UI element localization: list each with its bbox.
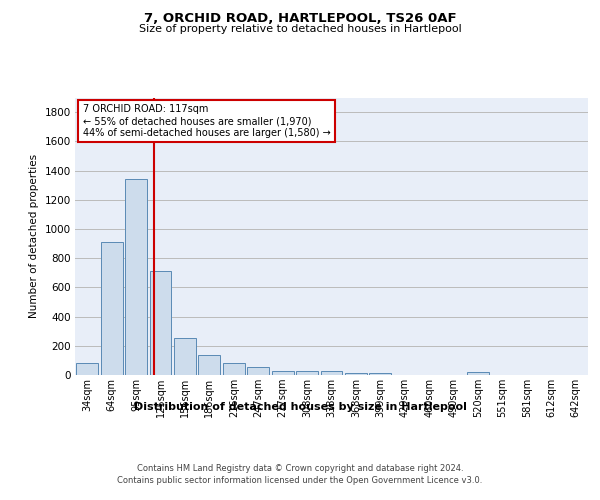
- Bar: [76, 362, 98, 375]
- Bar: [370, 373, 391, 375]
- Bar: [467, 372, 489, 375]
- Bar: [296, 372, 318, 375]
- Bar: [247, 367, 269, 375]
- Text: 7, ORCHID ROAD, HARTLEPOOL, TS26 0AF: 7, ORCHID ROAD, HARTLEPOOL, TS26 0AF: [143, 12, 457, 26]
- Text: 7 ORCHID ROAD: 117sqm
← 55% of detached houses are smaller (1,970)
44% of semi-d: 7 ORCHID ROAD: 117sqm ← 55% of detached …: [83, 104, 331, 138]
- Bar: [199, 354, 220, 375]
- Text: Contains public sector information licensed under the Open Government Licence v3: Contains public sector information licen…: [118, 476, 482, 485]
- Bar: [345, 373, 367, 375]
- Bar: [149, 272, 172, 375]
- Bar: [320, 372, 343, 375]
- Bar: [125, 180, 147, 375]
- Y-axis label: Number of detached properties: Number of detached properties: [29, 154, 39, 318]
- Bar: [174, 338, 196, 375]
- Text: Distribution of detached houses by size in Hartlepool: Distribution of detached houses by size …: [134, 402, 466, 412]
- Bar: [101, 242, 122, 375]
- Text: Contains HM Land Registry data © Crown copyright and database right 2024.: Contains HM Land Registry data © Crown c…: [137, 464, 463, 473]
- Bar: [223, 364, 245, 375]
- Bar: [272, 370, 293, 375]
- Text: Size of property relative to detached houses in Hartlepool: Size of property relative to detached ho…: [139, 24, 461, 34]
